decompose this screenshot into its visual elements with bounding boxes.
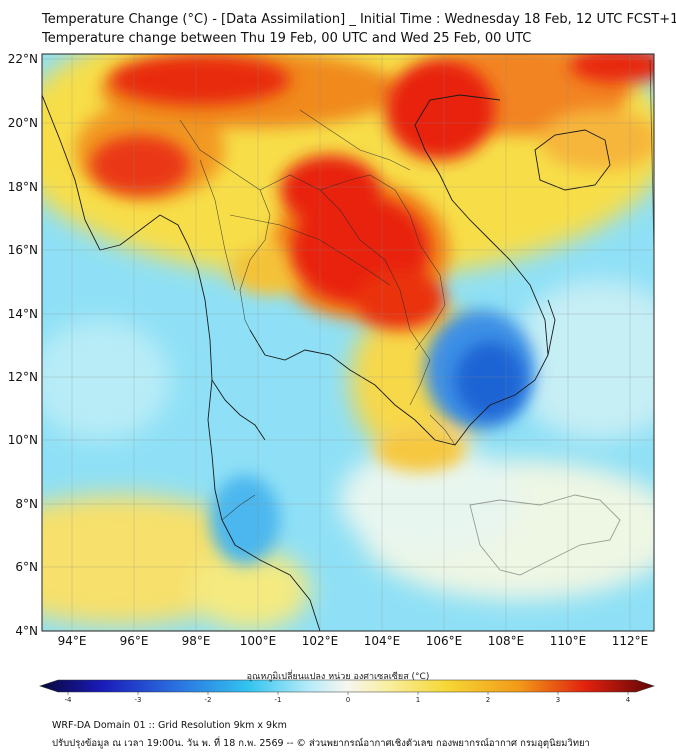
footer-domain-info: WRF-DA Domain 01 :: Grid Resolution 9km …	[52, 720, 287, 731]
lat-label: 16°N	[8, 243, 38, 257]
lon-label: 112°E	[612, 634, 649, 648]
colorbar-tick-label: 1	[416, 696, 420, 704]
lat-label: 22°N	[8, 52, 38, 66]
lat-label: 14°N	[8, 307, 38, 321]
footer-update-credit: ปรับปรุงข้อมูล ณ เวลา 19:00น. วัน พ. ที่…	[52, 738, 590, 749]
lon-axis: 94°E 96°E 98°E 100°E 102°E 104°E 106°E 1…	[58, 634, 649, 648]
colorbar-tick-label: 0	[346, 696, 350, 704]
colorbar-title: อุณหภูมิเปลี่ยนแปลง หน่วย องศาเซลเซียส (…	[246, 672, 430, 682]
lon-label: 110°E	[550, 634, 587, 648]
lat-label: 12°N	[8, 370, 38, 384]
plot-frame	[41, 53, 655, 632]
lat-label: 4°N	[15, 624, 38, 638]
colorbar-tick-label: -3	[135, 696, 142, 704]
colorbar: -4 -3 -2 -1 0 1 2 3 4	[39, 679, 655, 704]
lon-label: 94°E	[58, 634, 87, 648]
colorbar-tick-label: 4	[626, 696, 631, 704]
map-title: Temperature Change (°C) - [Data Assimila…	[42, 12, 676, 27]
lon-label: 100°E	[240, 634, 277, 648]
lat-label: 18°N	[8, 180, 38, 194]
lat-label: 10°N	[8, 433, 38, 447]
temperature-field	[42, 54, 654, 631]
lat-axis: 22°N 20°N 18°N 16°N 14°N 12°N 10°N 8°N 6…	[8, 52, 38, 638]
colorbar-tick-label: -4	[65, 696, 73, 704]
lat-label: 8°N	[15, 497, 38, 511]
lon-label: 96°E	[120, 634, 149, 648]
colorbar-tick-label: -1	[275, 696, 282, 704]
map-subtitle: Temperature change between Thu 19 Feb, 0…	[42, 31, 532, 46]
lon-label: 106°E	[426, 634, 463, 648]
colorbar-bar	[39, 679, 655, 693]
lon-label: 102°E	[302, 634, 339, 648]
lat-label: 20°N	[8, 116, 38, 130]
colorbar-tick-label: -2	[205, 696, 212, 704]
colorbar-tick-label: 2	[486, 696, 490, 704]
lon-label: 104°E	[364, 634, 401, 648]
lon-label: 108°E	[488, 634, 525, 648]
lon-label: 98°E	[182, 634, 211, 648]
lat-label: 6°N	[15, 560, 38, 574]
colorbar-tick-label: 3	[556, 696, 560, 704]
colorbar-tick-marks	[67, 692, 629, 695]
coastlines	[42, 59, 654, 631]
graticule	[42, 54, 654, 631]
